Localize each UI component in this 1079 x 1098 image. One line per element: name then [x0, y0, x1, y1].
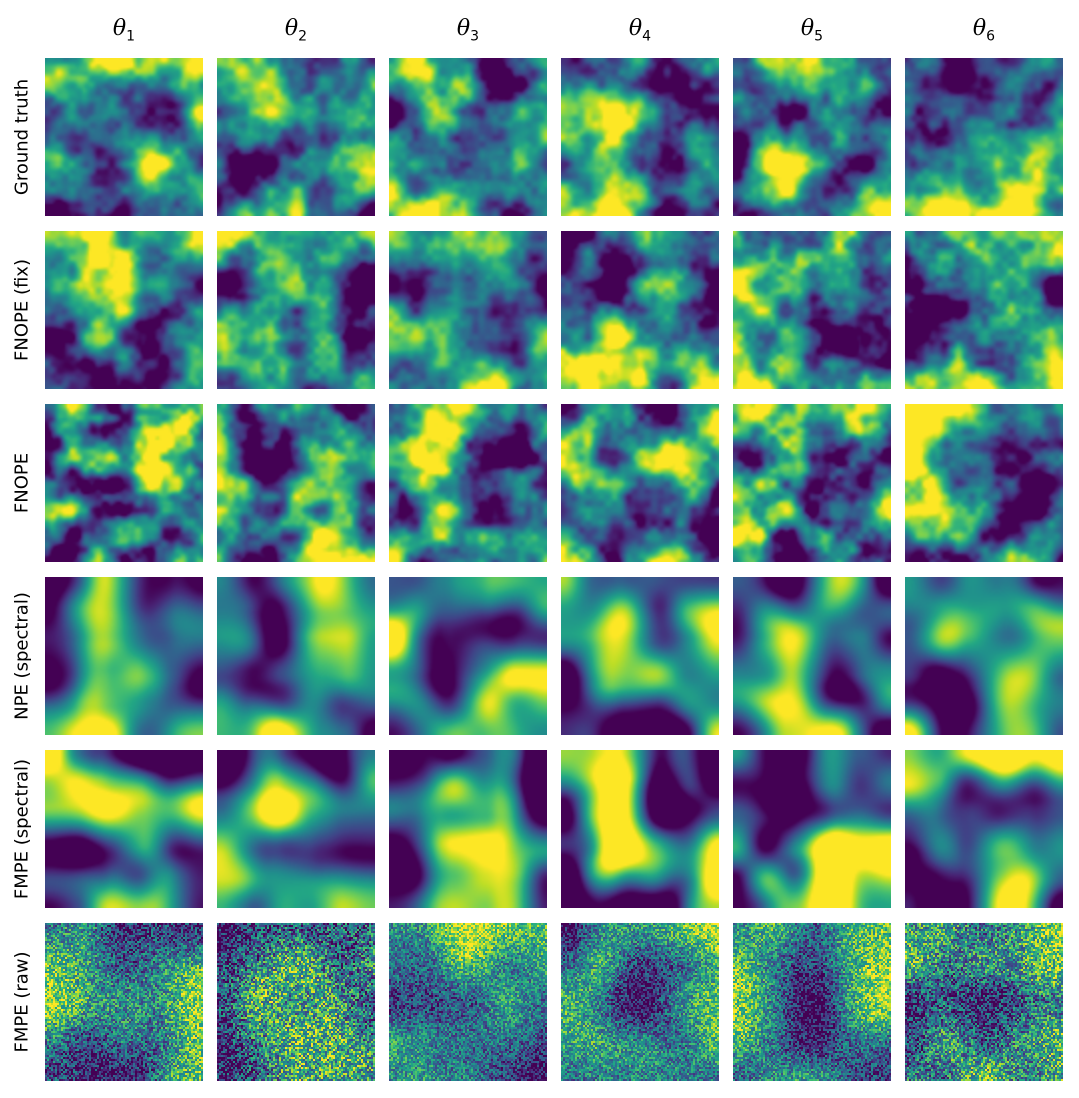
- column-header-theta-5: θ5: [733, 12, 891, 46]
- field-panel: [733, 577, 891, 735]
- field-image: [217, 923, 375, 1081]
- field-panel: [45, 577, 203, 735]
- row-label-text: Ground truth: [11, 78, 33, 196]
- field-panel: [217, 750, 375, 908]
- field-image: [561, 577, 719, 735]
- field-image: [45, 750, 203, 908]
- row-label-text: FNOPE (fix): [11, 259, 33, 361]
- field-image: [561, 231, 719, 389]
- field-panel: [905, 231, 1063, 389]
- field-image: [217, 750, 375, 908]
- field-panel: [217, 577, 375, 735]
- field-image: [561, 750, 719, 908]
- field-image: [733, 58, 891, 216]
- field-panel: [45, 750, 203, 908]
- field-panel: [733, 750, 891, 908]
- column-index: 6: [986, 28, 996, 45]
- column-index: 5: [814, 28, 824, 45]
- field-image: [905, 58, 1063, 216]
- field-panel: [561, 577, 719, 735]
- field-image: [389, 231, 547, 389]
- field-image: [905, 750, 1063, 908]
- field-panel: [45, 404, 203, 562]
- field-image: [561, 923, 719, 1081]
- field-image: [389, 58, 547, 216]
- field-image: [217, 577, 375, 735]
- row-label-text: NPE (spectral): [11, 592, 33, 720]
- field-panel: [905, 58, 1063, 216]
- field-image: [45, 404, 203, 562]
- field-image: [905, 404, 1063, 562]
- field-image: [905, 923, 1063, 1081]
- field-image: [217, 231, 375, 389]
- field-panel: [389, 750, 547, 908]
- field-image: [561, 404, 719, 562]
- column-index: 2: [298, 28, 308, 45]
- field-image: [561, 58, 719, 216]
- field-panel: [733, 231, 891, 389]
- row-label-text: FNOPE: [11, 452, 33, 514]
- field-panel: [217, 58, 375, 216]
- field-panel: [45, 231, 203, 389]
- field-image: [389, 404, 547, 562]
- field-panel: [561, 923, 719, 1081]
- field-image: [389, 577, 547, 735]
- field-panel: [905, 404, 1063, 562]
- field-panel: [733, 923, 891, 1081]
- field-image: [217, 58, 375, 216]
- column-header-theta-2: θ2: [217, 12, 375, 46]
- field-panel: [389, 404, 547, 562]
- field-image: [905, 577, 1063, 735]
- field-image: [45, 58, 203, 216]
- field-panel: [217, 404, 375, 562]
- field-panel: [733, 404, 891, 562]
- field-image: [45, 923, 203, 1081]
- field-image: [733, 404, 891, 562]
- field-image: [45, 231, 203, 389]
- column-symbol: θ: [284, 16, 299, 41]
- field-panel: [45, 58, 203, 216]
- field-image: [733, 750, 891, 908]
- field-panel: [389, 923, 547, 1081]
- column-symbol: θ: [112, 16, 127, 41]
- column-header-theta-3: θ3: [389, 12, 547, 46]
- field-panel: [561, 404, 719, 562]
- column-symbol: θ: [972, 16, 987, 41]
- field-panel: [733, 58, 891, 216]
- field-image: [389, 750, 547, 908]
- column-symbol: θ: [628, 16, 643, 41]
- field-image: [45, 577, 203, 735]
- column-header-theta-1: θ1: [45, 12, 203, 46]
- column-header-theta-6: θ6: [905, 12, 1063, 46]
- field-panel: [389, 577, 547, 735]
- field-image: [217, 404, 375, 562]
- field-image: [389, 923, 547, 1081]
- field-panel: [45, 923, 203, 1081]
- field-panel: [905, 577, 1063, 735]
- field-image: [733, 577, 891, 735]
- column-symbol: θ: [800, 16, 815, 41]
- field-panel: [561, 231, 719, 389]
- field-panel: [217, 923, 375, 1081]
- column-index: 4: [642, 28, 652, 45]
- row-label-text: FMPE (spectral): [11, 758, 33, 900]
- field-image: [733, 231, 891, 389]
- field-panel: [389, 58, 547, 216]
- field-image: [733, 923, 891, 1081]
- field-panel: [561, 750, 719, 908]
- column-index: 3: [470, 28, 480, 45]
- field-panel: [905, 923, 1063, 1081]
- field-panel: [389, 231, 547, 389]
- column-header-theta-4: θ4: [561, 12, 719, 46]
- column-symbol: θ: [456, 16, 471, 41]
- field-panel: [561, 58, 719, 216]
- column-index: 1: [126, 28, 136, 45]
- field-image: [905, 231, 1063, 389]
- field-panel: [217, 231, 375, 389]
- row-label-text: FMPE (raw): [11, 951, 33, 1053]
- field-panel: [905, 750, 1063, 908]
